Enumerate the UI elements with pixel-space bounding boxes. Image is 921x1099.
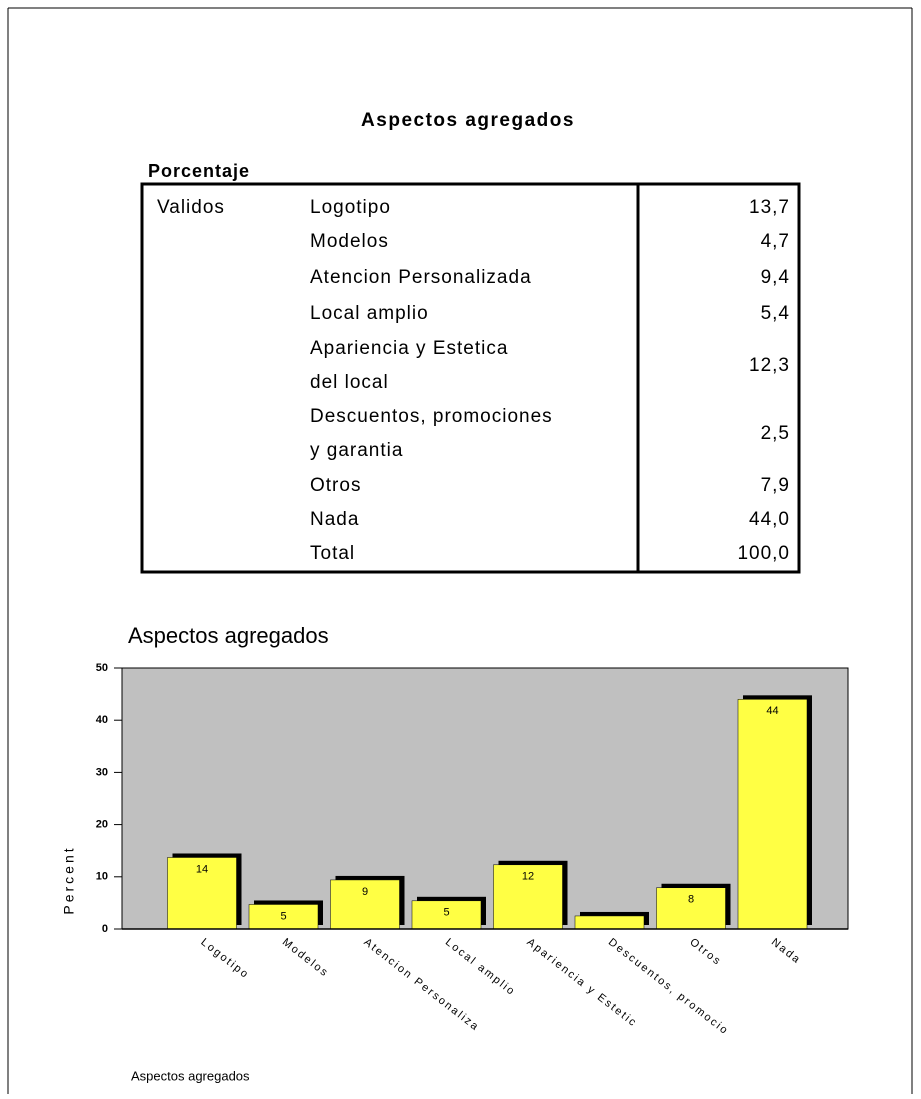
row-value: 100,0 bbox=[737, 543, 790, 564]
y-tick-label: 30 bbox=[96, 766, 108, 778]
row-label: Apariencia y Estetica del local bbox=[310, 338, 508, 393]
row-label: Modelos bbox=[310, 231, 389, 252]
row-value: 2,5 bbox=[761, 423, 790, 444]
x-tick-label: Logotipo bbox=[198, 936, 251, 981]
x-tick-label: Local amplio bbox=[443, 936, 518, 998]
x-tick-label: Nada bbox=[769, 936, 803, 967]
row-label: Total bbox=[310, 543, 355, 564]
row-label: Descuentos, promociones y garantia bbox=[310, 406, 553, 461]
y-tick-label: 40 bbox=[96, 714, 108, 726]
row-label-line: y garantia bbox=[310, 440, 403, 461]
row-label: Atencion Personalizada bbox=[310, 267, 532, 288]
row-label-line: Descuentos, promociones bbox=[310, 406, 553, 427]
chart: Aspectos agregados 0 10 20 30 40 50 Percent 14 Lo… bbox=[61, 623, 849, 1083]
data-label: 14 bbox=[196, 863, 208, 875]
row-value: 5,4 bbox=[761, 303, 790, 324]
table-rows: Logotipo 13,7 Modelos 4,7 Atencion Personali… bbox=[310, 197, 790, 564]
y-tick-label: 10 bbox=[96, 871, 108, 883]
row-label-line: del local bbox=[310, 372, 389, 393]
table-frame bbox=[140, 182, 801, 574]
data-label: 5 bbox=[443, 907, 449, 919]
data-label: 9 bbox=[362, 886, 368, 898]
row-label: Local amplio bbox=[310, 303, 429, 324]
bar bbox=[167, 857, 237, 930]
x-tick-label: Otros bbox=[687, 936, 723, 968]
row-value: 7,9 bbox=[761, 475, 790, 496]
bar bbox=[330, 879, 400, 930]
row-value: 12,3 bbox=[749, 355, 790, 376]
row-value: 44,0 bbox=[749, 509, 790, 530]
row-value: 9,4 bbox=[761, 267, 790, 288]
chart-title: Aspectos agregados bbox=[128, 623, 329, 648]
data-label: 5 bbox=[280, 910, 286, 922]
row-value: 13,7 bbox=[749, 197, 790, 218]
data-label: 12 bbox=[522, 871, 534, 883]
y-tick-label: 20 bbox=[96, 819, 108, 831]
data-label: 8 bbox=[688, 894, 694, 906]
table-title: Aspectos agregados bbox=[361, 110, 575, 131]
row-label: Logotipo bbox=[310, 197, 391, 218]
bar bbox=[493, 864, 563, 930]
bar bbox=[411, 900, 482, 930]
row-label: Otros bbox=[310, 475, 361, 496]
bar bbox=[656, 887, 726, 930]
data-label: 44 bbox=[766, 705, 778, 717]
bar bbox=[737, 699, 808, 930]
row-label: Nada bbox=[310, 509, 359, 530]
y-tick-label: 0 bbox=[102, 923, 108, 935]
bar bbox=[574, 915, 645, 930]
row-value: 4,7 bbox=[761, 231, 790, 252]
x-tick-label: Modelos bbox=[280, 936, 331, 980]
x-axis-label: Aspectos agregados bbox=[131, 1068, 250, 1083]
row-group: Validos bbox=[157, 197, 225, 218]
y-tick-label: 50 bbox=[96, 662, 108, 674]
row-label-line: Apariencia y Estetica bbox=[310, 338, 508, 359]
y-axis-label: Percent bbox=[61, 845, 77, 914]
table-subtitle: Porcentaje bbox=[148, 161, 250, 181]
